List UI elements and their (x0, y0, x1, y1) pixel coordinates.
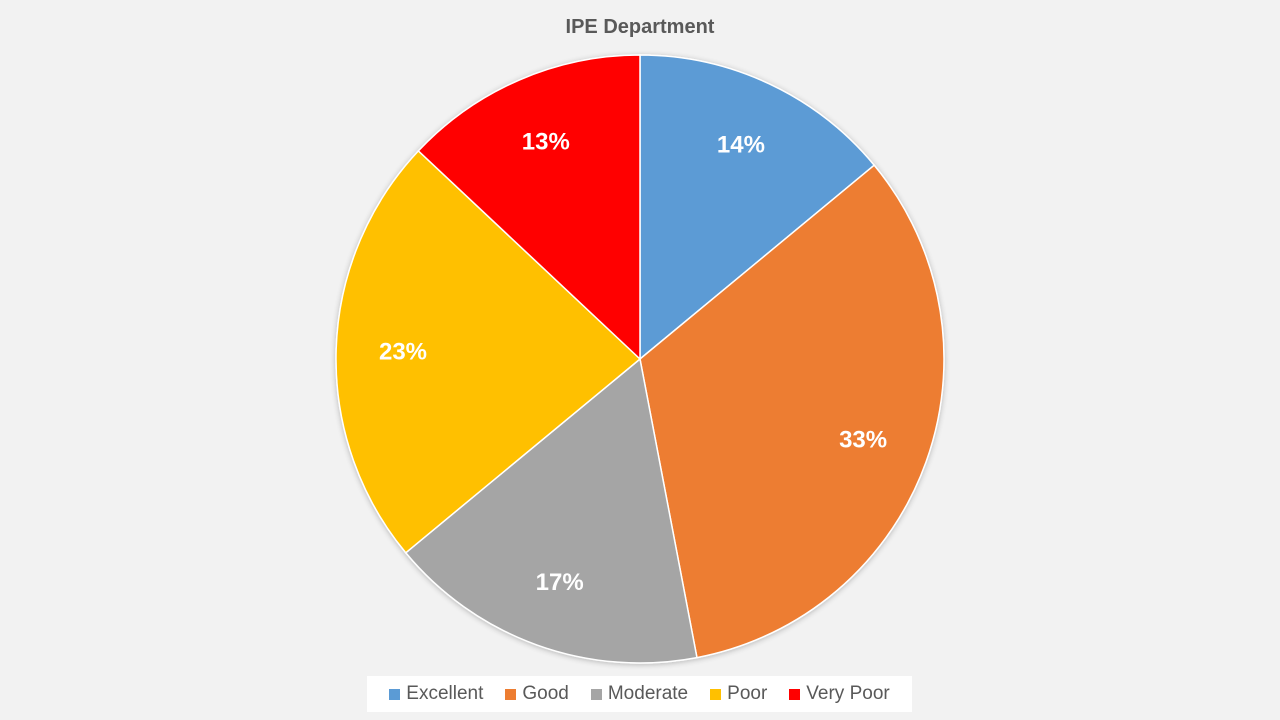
pie-slice-moderate[interactable] (404, 357, 698, 664)
legend-label-good: Good (522, 683, 569, 704)
pie-slice-labels: 14% 33% 17% 23% 13% (379, 128, 887, 596)
legend-item-poor[interactable]: Poor (710, 683, 767, 705)
legend-label-moderate: Moderate (607, 683, 689, 704)
chart-title: IPE Department (566, 16, 715, 38)
pie-chart-canvas: IPE Department 14% 33% 17% 23% 13% (335, 16, 945, 664)
legend-swatch-very-poor (789, 688, 801, 700)
legend-swatch-poor (710, 688, 722, 700)
chart-legend: Excellent Good Moderate Poor Very Poor (367, 676, 912, 712)
legend-swatch-good (505, 688, 517, 700)
pie-slice-very-poor[interactable] (417, 54, 641, 361)
legend-item-good[interactable]: Good (505, 683, 569, 705)
pie-slice-poor[interactable] (335, 149, 642, 554)
data-label-very-poor: 13% (522, 128, 570, 155)
data-label-good: 33% (839, 426, 887, 453)
legend-swatch-excellent (389, 688, 401, 700)
data-label-moderate: 17% (536, 569, 584, 596)
data-label-excellent: 14% (717, 131, 765, 158)
legend-item-moderate[interactable]: Moderate (590, 683, 689, 705)
pie-slice-good[interactable] (639, 164, 945, 659)
legend-item-very-poor[interactable]: Very Poor (789, 683, 890, 705)
legend-label-excellent: Excellent (406, 683, 484, 704)
data-label-poor: 23% (379, 339, 427, 366)
legend-swatch-moderate (590, 688, 602, 700)
legend-label-very-poor: Very Poor (806, 683, 890, 704)
legend-item-excellent[interactable]: Excellent (389, 683, 483, 705)
pie-slice-excellent[interactable] (639, 54, 876, 361)
pie-slices (335, 54, 945, 664)
legend-label-poor: Poor (727, 683, 768, 704)
